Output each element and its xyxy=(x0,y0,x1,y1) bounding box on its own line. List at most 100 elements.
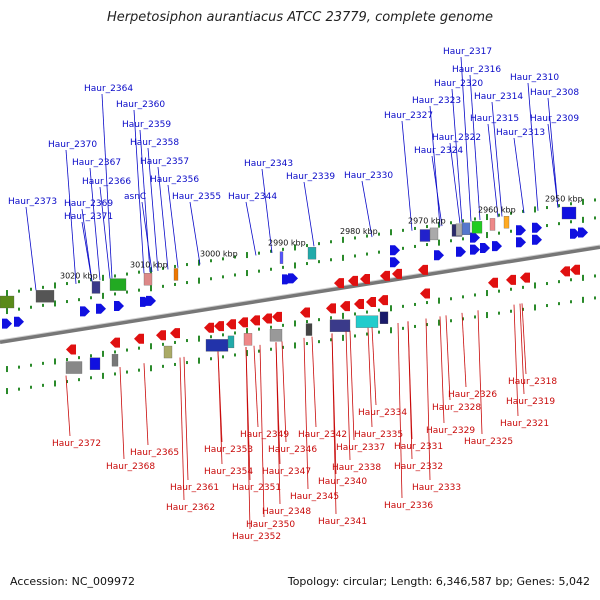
bottom-gene-label: Haur_2372 xyxy=(52,439,101,449)
bottom-gene-label: Haur_2332 xyxy=(394,462,443,472)
scale-tick xyxy=(318,318,320,322)
reverse-gene-arrow xyxy=(340,301,350,312)
scale-tick xyxy=(102,350,104,357)
reverse-gene-arrow xyxy=(420,288,430,299)
bottom-callout-line xyxy=(439,316,445,424)
reverse-gene-arrow xyxy=(204,322,214,333)
forward-gene-box xyxy=(307,247,317,260)
scale-tick xyxy=(114,372,116,376)
top-gene-label: Haur_2310 xyxy=(510,73,559,83)
scale-tick xyxy=(390,327,392,334)
scale-tick xyxy=(114,350,116,354)
bottom-gene-label: Haur_2325 xyxy=(464,437,513,447)
top-gene-label: Haur_2344 xyxy=(228,192,277,202)
forward-gene-arrow xyxy=(80,306,90,317)
scale-tick xyxy=(534,206,536,213)
scale-tick xyxy=(582,296,584,303)
scale-tick xyxy=(522,285,524,289)
scale-tick xyxy=(510,309,512,313)
forward-gene-box xyxy=(471,221,483,234)
reverse-gene-box xyxy=(111,354,119,367)
scale-tick xyxy=(570,220,572,224)
scale-tick xyxy=(30,385,32,389)
scale-tick xyxy=(306,320,308,324)
scale-tick xyxy=(18,365,20,369)
scale-tick xyxy=(294,342,296,349)
reverse-gene-arrow xyxy=(418,264,428,275)
scale-tick xyxy=(282,247,284,251)
scale-tick xyxy=(78,280,80,284)
bottom-callout-line xyxy=(303,337,309,490)
scale-tick xyxy=(294,244,296,251)
top-gene-label: Haur_2315 xyxy=(470,114,519,124)
scale-tick xyxy=(594,198,596,202)
forward-gene-box xyxy=(455,223,463,236)
scale-label: 2970 kbp xyxy=(408,216,446,225)
bottom-gene-label: Haur_2318 xyxy=(508,377,557,387)
scale-tick xyxy=(570,202,572,206)
bottom-gene-label: Haur_2351 xyxy=(232,483,281,493)
scale-tick xyxy=(354,254,356,258)
top-gene-label: Haur_2364 xyxy=(84,84,133,94)
reverse-gene-arrow xyxy=(570,264,580,275)
scale-tick xyxy=(258,251,260,255)
bottom-callout-line xyxy=(275,342,281,465)
scale-tick xyxy=(78,356,80,360)
forward-gene-box xyxy=(561,206,577,220)
scale-tick xyxy=(450,239,452,243)
scale-tick xyxy=(582,216,584,223)
scale-tick xyxy=(330,316,332,320)
scale-tick xyxy=(330,338,332,342)
scale-label: 2960 kbp xyxy=(478,205,516,214)
scale-tick xyxy=(42,285,44,289)
scale-tick xyxy=(534,282,536,289)
scale-tick xyxy=(126,272,128,276)
top-callout-line xyxy=(167,184,179,268)
top-gene-label: Haur_2360 xyxy=(116,100,165,110)
backbone-layer xyxy=(0,244,600,344)
scale-tick xyxy=(198,259,200,266)
scale-tick xyxy=(546,282,548,286)
scale-tick xyxy=(522,307,524,311)
scale-tick xyxy=(330,258,332,262)
top-callout-line xyxy=(361,180,373,238)
scale-tick xyxy=(258,349,260,353)
scale-tick xyxy=(42,361,44,365)
scale-tick xyxy=(126,348,128,352)
bottom-gene-label: Haur_2348 xyxy=(262,507,311,517)
scale-tick xyxy=(354,312,356,316)
forward-gene-arrow xyxy=(480,243,490,253)
top-gene-label: Haur_2367 xyxy=(72,158,121,168)
scale-tick xyxy=(186,281,188,285)
top-callout-line xyxy=(261,168,273,253)
scale-tick xyxy=(138,270,140,274)
bottom-callout-line xyxy=(143,363,149,446)
scale-tick xyxy=(6,388,8,395)
bottom-callout-line xyxy=(397,322,403,499)
forward-gene-arrow xyxy=(470,244,480,255)
scale-tick xyxy=(558,302,560,306)
scale-tick xyxy=(234,273,236,277)
scale-tick xyxy=(402,304,404,308)
forward-gene-arrow xyxy=(532,222,542,233)
scale-tick xyxy=(498,213,500,217)
scale-tick xyxy=(378,232,380,236)
forward-gene-arrow xyxy=(146,295,156,306)
top-callout-line xyxy=(491,101,503,217)
scale-tick xyxy=(318,340,320,344)
scale-tick xyxy=(510,287,512,291)
bottom-callout-line xyxy=(281,341,287,443)
top-callout-line xyxy=(141,201,153,272)
top-gene-label: Haur_2322 xyxy=(432,133,481,143)
scale-tick xyxy=(294,320,296,327)
scale-tick xyxy=(270,249,272,253)
callout-line-layer xyxy=(25,56,559,530)
scale-tick xyxy=(198,335,200,342)
reverse-gene-arrow xyxy=(326,303,336,314)
top-gene-label: Haur_2330 xyxy=(344,171,393,181)
scale-tick xyxy=(54,300,56,307)
scale-tick xyxy=(150,343,152,350)
scale-tick xyxy=(498,311,500,315)
scale-tick xyxy=(438,319,440,326)
scale-tick xyxy=(18,387,20,391)
